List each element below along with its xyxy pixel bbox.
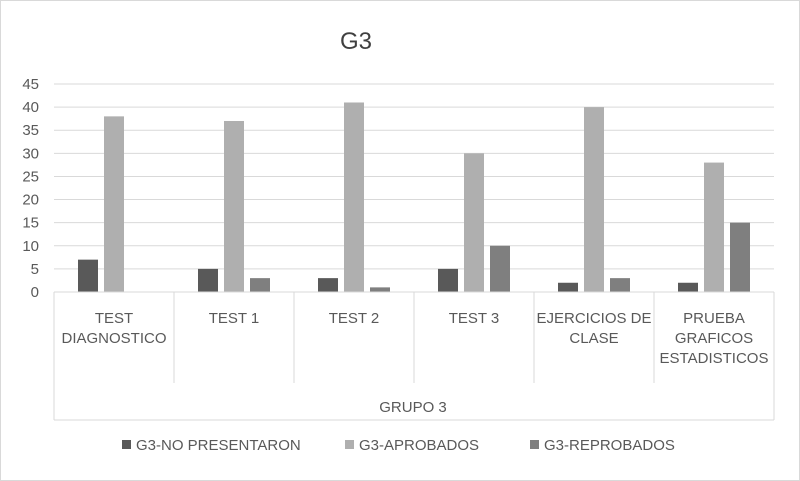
category-label: GRAFICOS — [675, 330, 753, 347]
y-tick-label: 10 — [22, 238, 39, 255]
bar — [704, 162, 724, 292]
category-label: TEST — [95, 310, 133, 327]
y-tick-label: 45 — [22, 76, 39, 93]
legend-swatch — [530, 440, 539, 449]
bar — [558, 282, 578, 292]
bar — [78, 259, 98, 292]
category-label: PRUEBA — [683, 310, 745, 327]
bar — [678, 282, 698, 292]
legend: G3-NO PRESENTARON G3-APROBADOS G3-REPROBAD… — [122, 437, 675, 454]
legend-swatch — [345, 440, 354, 449]
bar — [104, 116, 124, 292]
legend-label: G3-APROBADOS — [359, 437, 479, 454]
bar — [318, 278, 338, 292]
category-label: EJERCICIOS DE — [536, 310, 651, 327]
y-tick-label: 20 — [22, 192, 39, 209]
category-label: CLASE — [569, 330, 618, 347]
y-tick-label: 15 — [22, 215, 39, 232]
y-tick-label: 5 — [31, 261, 39, 278]
bar — [584, 107, 604, 292]
category-label: DIAGNOSTICO — [61, 330, 166, 347]
chart-title: G3 — [340, 28, 372, 55]
bar — [438, 268, 458, 292]
category-label: ESTADISTICOS — [660, 350, 769, 367]
group-label: GRUPO 3 — [379, 399, 447, 416]
category-labels: TEST DIAGNOSTICO TEST 1 TEST 2 TEST 3 EJERCIC… — [61, 310, 768, 367]
category-label: TEST 3 — [449, 310, 500, 327]
bars — [78, 102, 750, 292]
y-tick-label: 30 — [22, 145, 39, 162]
category-label: TEST 2 — [329, 310, 380, 327]
bar — [198, 268, 218, 292]
bar — [344, 102, 364, 292]
bar — [490, 245, 510, 292]
bar — [730, 222, 750, 292]
y-axis-ticks: 0 5 10 15 20 25 30 35 40 45 — [22, 76, 39, 301]
x-axis — [53, 291, 775, 421]
legend-label: G3-REPROBADOS — [544, 437, 675, 454]
bar — [464, 153, 484, 292]
legend-label: G3-NO PRESENTARON — [136, 437, 301, 454]
bar — [610, 278, 630, 292]
gridlines — [54, 83, 774, 293]
bar — [224, 120, 244, 292]
y-tick-label: 0 — [31, 284, 39, 301]
bar — [250, 278, 270, 292]
category-label: TEST 1 — [209, 310, 260, 327]
y-tick-label: 25 — [22, 168, 39, 185]
y-tick-label: 35 — [22, 122, 39, 139]
y-tick-label: 40 — [22, 99, 39, 116]
legend-swatch — [122, 440, 131, 449]
bar — [370, 287, 390, 292]
